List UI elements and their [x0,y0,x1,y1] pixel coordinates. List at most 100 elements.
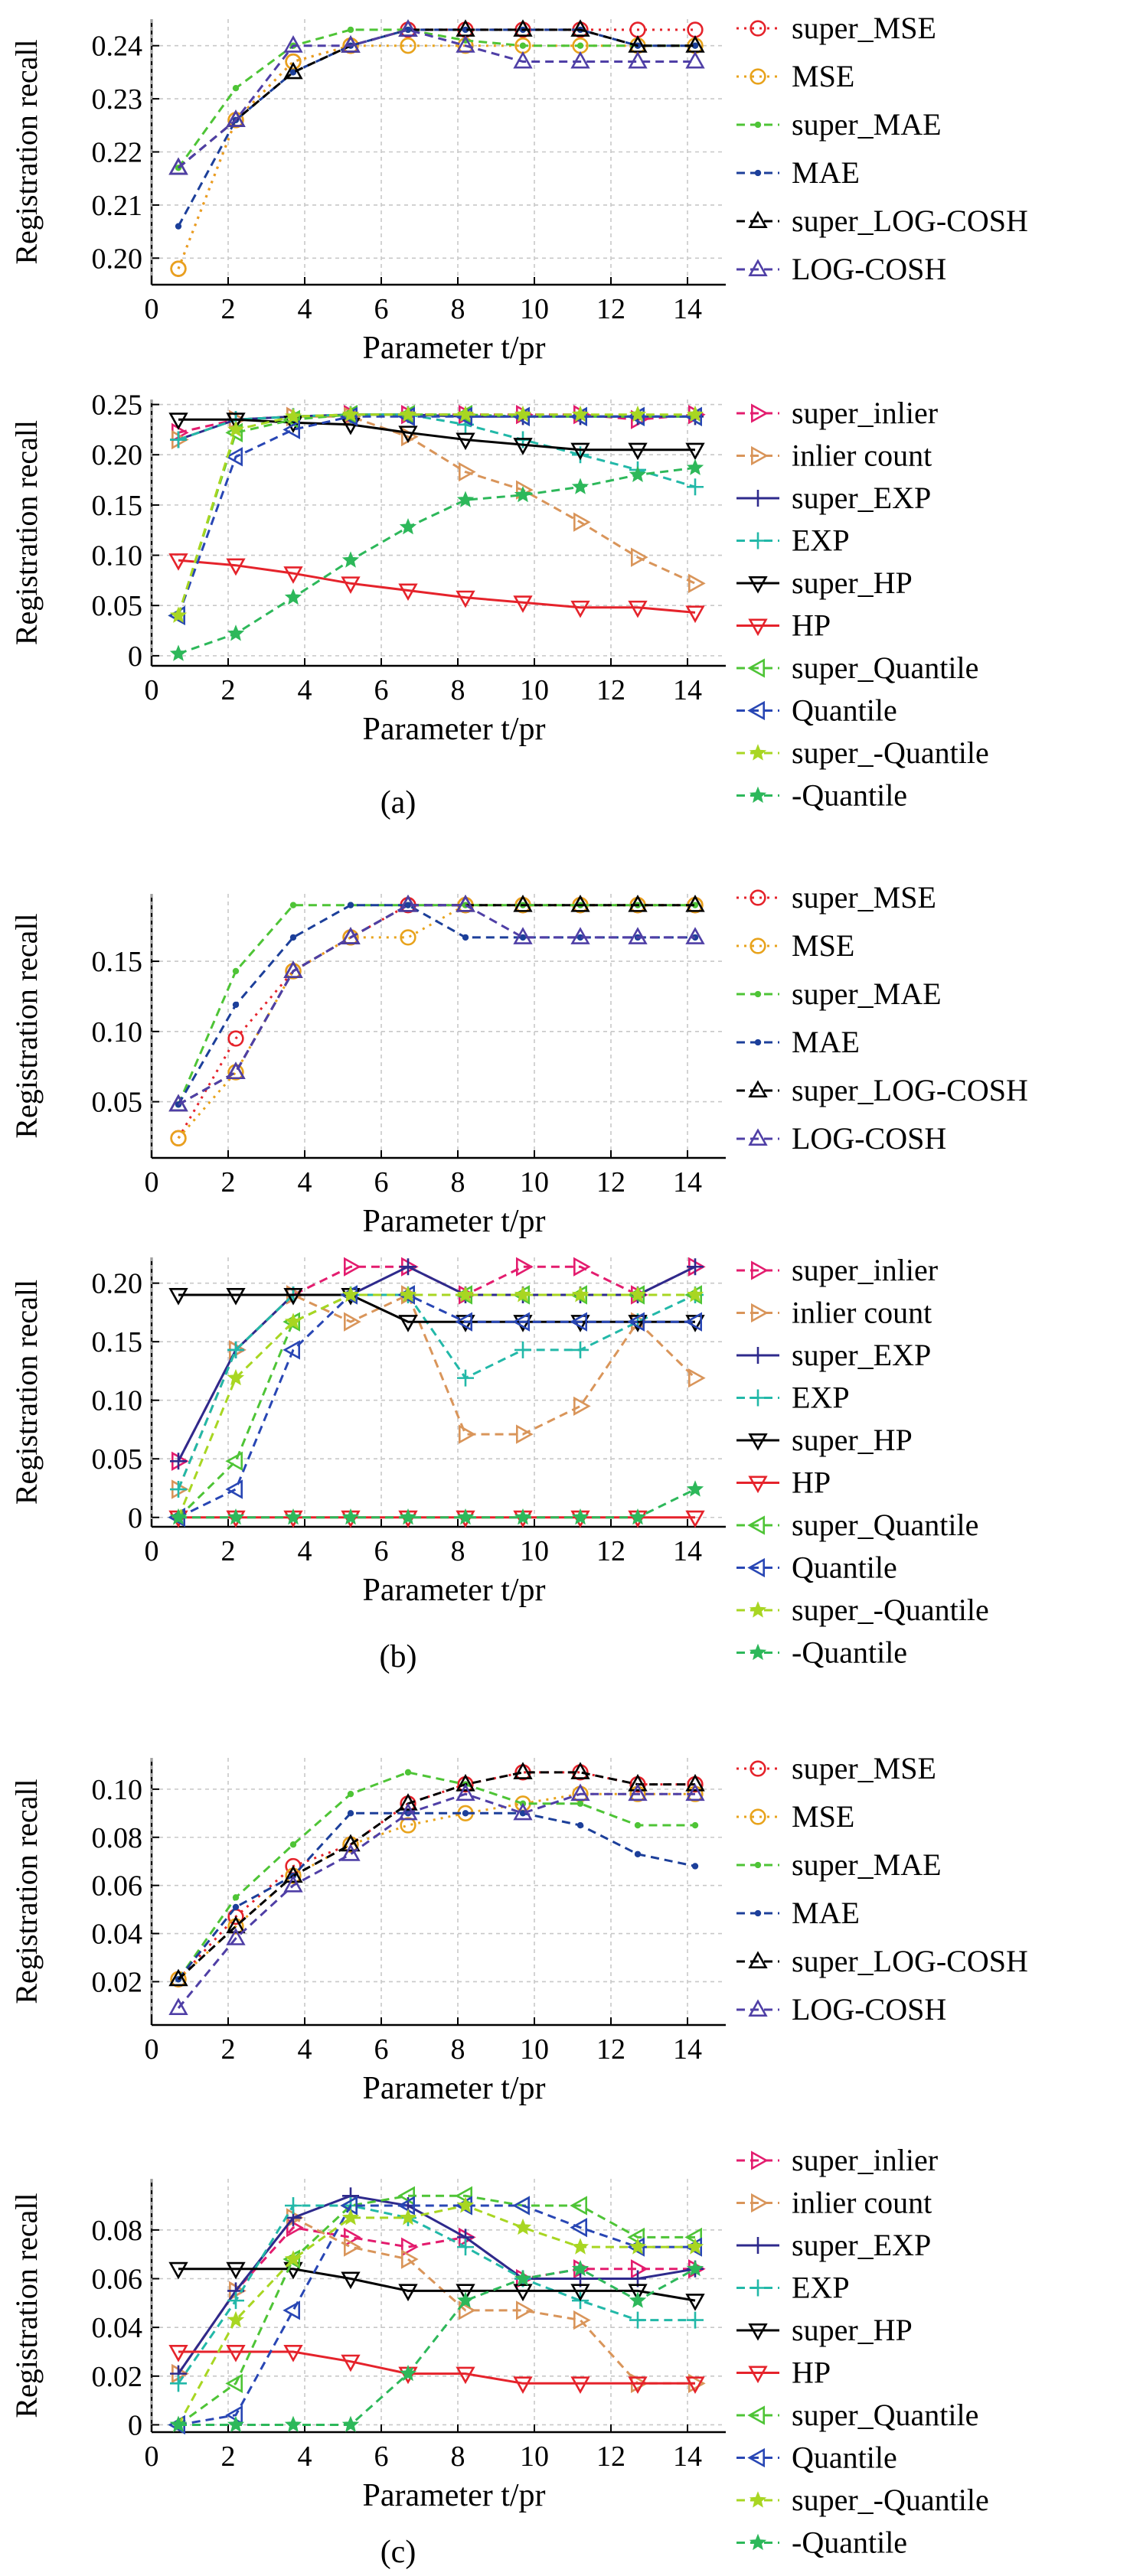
y-axis-label: Registration recall [9,913,44,1138]
legend-label: super_inlier [792,2143,938,2177]
legend-label: super_MAE [792,107,942,142]
data-point [687,2311,704,2329]
y-tick-label: 0.24 [92,31,143,63]
data-point [685,1315,705,1332]
x-tick-label: 0 [145,293,159,325]
legend-marker [748,2323,768,2341]
data-point [227,420,245,437]
series-MSE [170,897,704,1146]
data-point [289,69,297,76]
data-point [462,26,469,34]
legend-marker [749,744,767,761]
data-point [341,1844,361,1861]
legend-label: super_-Quantile [792,1593,989,1627]
series-super_MSE [170,1764,704,1987]
series-line [178,559,696,614]
data-point [168,157,188,175]
legend-label: super_HP [792,2313,913,2347]
data-point [226,1061,246,1080]
legend-label: super_MSE [792,11,936,45]
data-point [685,51,705,69]
legend-marker [747,1557,766,1578]
legend-item: HP [736,1466,831,1500]
legend-item: super_EXP [736,1338,931,1372]
series-super_MSE [170,21,704,277]
x-tick-label: 12 [596,2033,625,2066]
x-tick-label: 12 [596,1166,625,1198]
data-point [399,405,417,422]
data-point [232,1001,240,1009]
data-point [168,2261,188,2280]
data-point [285,2197,302,2215]
data-point [513,895,533,912]
y-tick-label: 0.10 [92,540,143,572]
data-point [629,2238,647,2255]
legend-marker [748,210,768,229]
legend-label: Quantile [792,693,897,728]
legend-label: EXP [792,1381,850,1415]
legend-item: LOG-COSH [736,252,946,286]
legend-marker [747,658,766,678]
data-point [685,2294,705,2311]
data-point [169,644,188,661]
legend-label: LOG-COSH [792,252,946,286]
series-line [177,904,695,1105]
data-point [226,1287,246,1306]
data-point [340,2196,358,2216]
data-point [341,2415,360,2432]
data-point [283,2344,303,2362]
legend-item: -Quantile [736,1635,907,1670]
legend-item: -Quantile [736,778,907,813]
data-point [341,405,360,422]
data-point [571,405,589,422]
legend-item: super_-Quantile [736,1593,989,1627]
data-point [629,1508,647,1525]
data-point [404,1769,412,1776]
x-tick-label: 12 [596,674,625,706]
data-point [168,2344,188,2362]
legend-label: HP [792,1466,831,1500]
data-point [576,1821,584,1829]
legend-item: Quantile [736,693,897,728]
legend-item: MSE [736,59,854,93]
data-point [570,19,590,37]
data-point [630,547,648,567]
data-point [570,927,590,944]
series-line [178,904,695,1106]
data-point [684,1312,703,1332]
data-point [283,1874,303,1893]
legend-marker [748,259,768,277]
data-point [686,2259,704,2277]
data-point [634,1850,642,1857]
data-point [283,35,303,53]
data-point [570,51,590,69]
series-line [178,1488,696,1519]
legend-item: super_inlier [736,396,938,430]
data-point [232,85,240,92]
data-point [398,426,418,444]
legend-marker [748,576,768,594]
data-point [456,895,475,912]
data-point [462,934,469,941]
data-point [398,1315,418,1332]
data-point [175,223,182,230]
data-point [629,465,647,482]
x-tick-label: 10 [520,1535,549,1567]
series-line [177,1293,696,1490]
data-point [514,1508,532,1525]
legend-label: Quantile [792,2441,897,2475]
series-line [177,2194,696,2375]
legend-marker [747,2405,766,2425]
series-line [177,44,695,269]
legend-marker [749,786,767,804]
legend-marker [750,1260,769,1280]
legend-marker [750,445,769,466]
legend-label: super_EXP [792,1338,931,1372]
data-point [457,1369,474,1387]
series-HP [168,553,705,624]
legend-item: MAE [736,155,860,190]
legend-marker [747,2447,766,2468]
data-point [628,1315,648,1332]
legend-marker [754,990,762,998]
legend-marker [750,2150,769,2170]
